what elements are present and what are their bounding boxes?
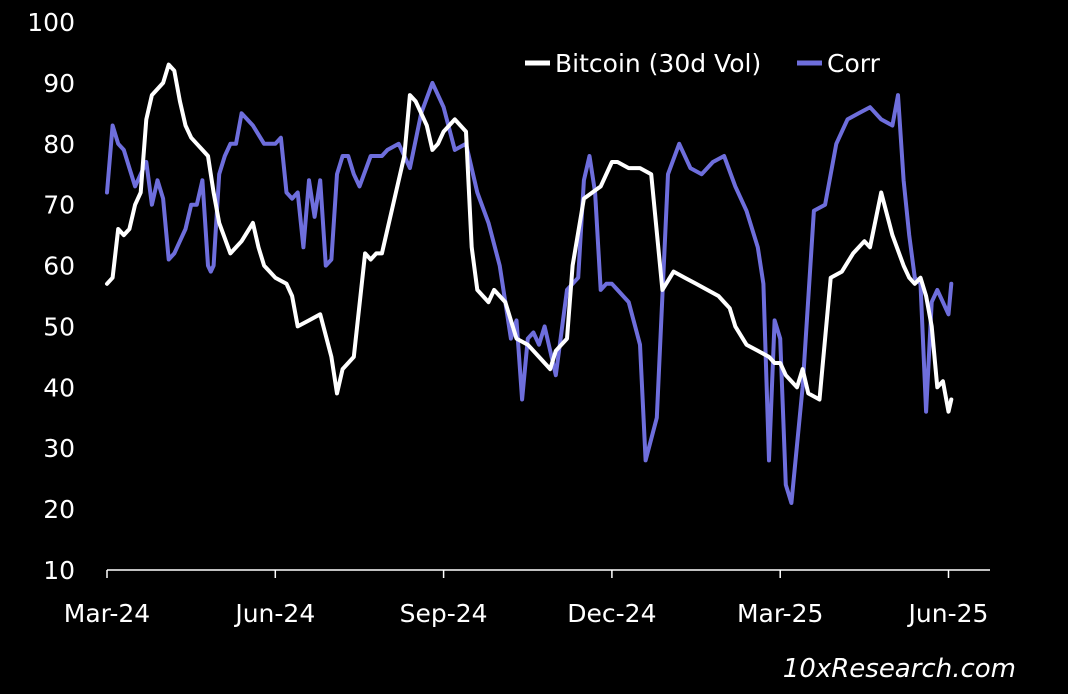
y-tick-label: 70 [43, 191, 75, 220]
y-tick-label: 90 [43, 69, 75, 98]
y-tick-label: 80 [43, 130, 75, 159]
y-tick-label: 100 [27, 8, 75, 37]
y-tick-label: 50 [43, 312, 75, 341]
y-tick-label: 60 [43, 252, 75, 281]
x-tick-label: Mar-24 [64, 599, 150, 628]
x-tick-label: Dec-24 [567, 599, 656, 628]
x-tick-label: Jun-25 [907, 599, 989, 628]
x-tick-label: Jun-24 [233, 599, 315, 628]
bitcoin-vol-line [105, 62, 954, 414]
legend-item-corr-label: Corr [827, 49, 881, 78]
corr-line [105, 80, 954, 505]
y-tick-label: 30 [43, 434, 75, 463]
series-layer [105, 62, 954, 505]
legend-item-bitcoin-vol-label: Bitcoin (30d Vol) [555, 49, 761, 78]
x-tick-label: Sep-24 [400, 599, 488, 628]
y-tick-label: 10 [43, 556, 75, 585]
x-tick-label: Mar-25 [737, 599, 823, 628]
watermark: 10xResearch.com [782, 654, 1016, 684]
x-axis: Mar-24 Jun-24 Sep-24 Dec-24 Mar-25 Jun-25 [64, 569, 990, 628]
y-axis-ticks: 100 90 80 70 60 50 40 30 20 10 [27, 8, 75, 585]
y-tick-label: 20 [43, 495, 75, 524]
y-tick-label: 40 [43, 373, 75, 402]
legend: Bitcoin (30d Vol) Corr [525, 49, 881, 78]
